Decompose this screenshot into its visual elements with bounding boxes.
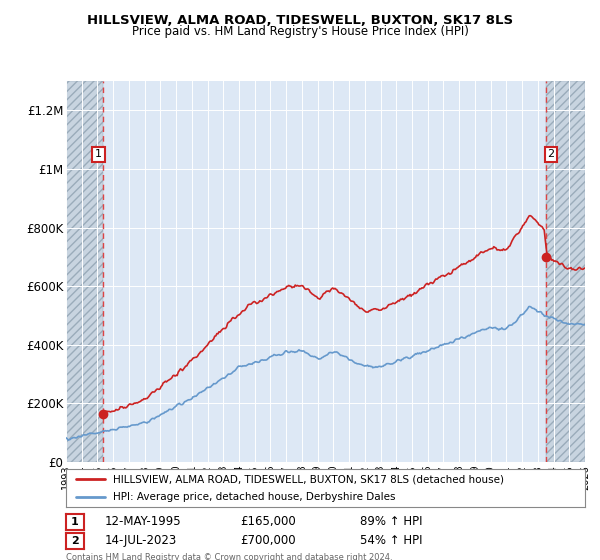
Text: Contains HM Land Registry data © Crown copyright and database right 2024.
This d: Contains HM Land Registry data © Crown c… xyxy=(66,553,392,560)
Bar xyxy=(547,81,585,462)
Text: 2: 2 xyxy=(71,536,79,546)
Text: 14-JUL-2023: 14-JUL-2023 xyxy=(105,534,177,548)
Text: 54% ↑ HPI: 54% ↑ HPI xyxy=(360,534,422,548)
Text: £700,000: £700,000 xyxy=(240,534,296,548)
Text: 2: 2 xyxy=(547,150,554,160)
Text: 89% ↑ HPI: 89% ↑ HPI xyxy=(360,515,422,529)
Text: Price paid vs. HM Land Registry's House Price Index (HPI): Price paid vs. HM Land Registry's House … xyxy=(131,25,469,38)
Text: £165,000: £165,000 xyxy=(240,515,296,529)
Bar xyxy=(547,81,585,462)
Bar xyxy=(66,81,103,462)
Text: 12-MAY-1995: 12-MAY-1995 xyxy=(105,515,182,529)
Text: 1: 1 xyxy=(71,517,79,527)
Text: HILLSVIEW, ALMA ROAD, TIDESWELL, BUXTON, SK17 8LS: HILLSVIEW, ALMA ROAD, TIDESWELL, BUXTON,… xyxy=(87,14,513,27)
Bar xyxy=(66,81,103,462)
Text: HILLSVIEW, ALMA ROAD, TIDESWELL, BUXTON, SK17 8LS (detached house): HILLSVIEW, ALMA ROAD, TIDESWELL, BUXTON,… xyxy=(113,474,504,484)
Text: 1: 1 xyxy=(95,150,102,160)
Text: HPI: Average price, detached house, Derbyshire Dales: HPI: Average price, detached house, Derb… xyxy=(113,492,395,502)
